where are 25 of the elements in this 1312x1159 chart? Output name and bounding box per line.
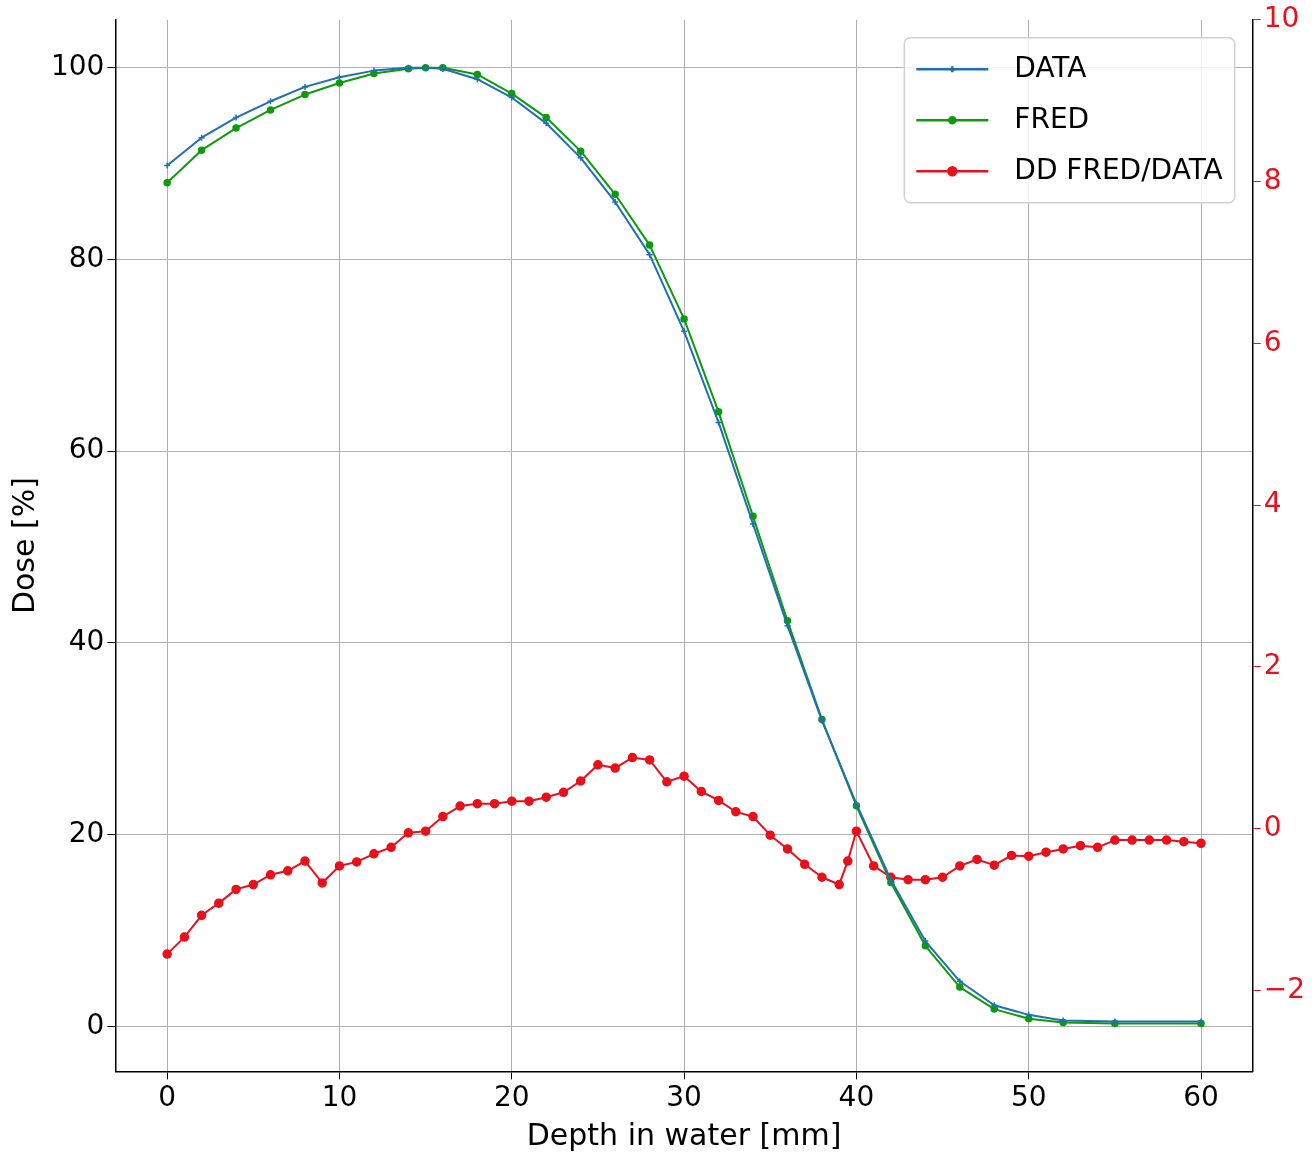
x-tick-label: 60 [1183,1080,1219,1114]
y-tick-label: 100 [50,49,105,83]
y2-tick-label: 2 [1263,648,1282,682]
y-tick-label: 60 [68,432,105,466]
legend-label: DATA [1014,50,1087,84]
legend-label: DD FRED/DATA [1014,152,1223,186]
x-tick-label: 40 [838,1080,875,1114]
x-axis-title: Depth in water [mm] [526,1116,842,1152]
x-tick-label: 30 [666,1080,702,1114]
y-tick-label: 0 [86,1007,105,1041]
y2-tick-label: 0 [1263,810,1282,843]
y-axis-title: Dose [%] [5,477,41,615]
y-tick-label: 40 [68,624,105,658]
x-tick-label: 0 [158,1080,177,1114]
y2-tick-label: 10 [1263,1,1300,35]
x-tick-label: 50 [1010,1080,1047,1114]
x-tick-label: 10 [321,1080,358,1114]
y2-tick-label: 4 [1263,486,1282,520]
y2-tick-label: 6 [1263,324,1282,358]
y2-tick-label: 8 [1263,162,1282,196]
y2-tick-label: −2 [1263,971,1306,1005]
y-tick-label: 80 [68,240,105,274]
y-tick-label: 20 [68,815,105,849]
legend-label: FRED [1014,101,1090,135]
x-tick-label: 20 [493,1080,530,1114]
